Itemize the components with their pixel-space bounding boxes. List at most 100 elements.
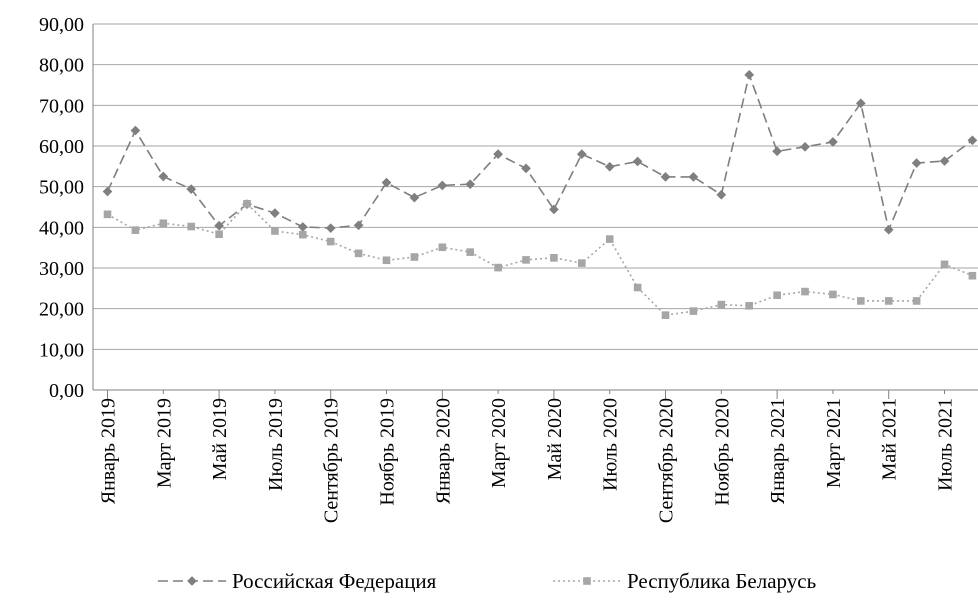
y-tick-label: 50,00 <box>39 177 84 199</box>
x-tick-label: Январь 2021 <box>767 398 789 504</box>
data-point <box>186 184 197 195</box>
data-point <box>688 171 699 182</box>
data-point <box>940 260 949 269</box>
data-point <box>632 156 643 167</box>
data-point <box>493 149 504 160</box>
x-tick-label: Май 2019 <box>209 398 231 480</box>
data-point <box>465 179 476 190</box>
y-tick-label: 40,00 <box>39 217 84 239</box>
data-point <box>297 221 308 232</box>
data-point <box>187 222 196 231</box>
data-point <box>717 300 726 309</box>
data-point <box>967 135 978 146</box>
data-point <box>911 158 922 169</box>
data-point <box>382 256 391 265</box>
data-point <box>884 297 893 305</box>
x-tick-label: Март 2019 <box>153 398 175 488</box>
data-point <box>548 204 559 215</box>
data-point <box>633 283 642 292</box>
x-tick-label: Январь 2020 <box>432 398 454 504</box>
data-point <box>576 149 587 160</box>
data-point <box>829 290 837 299</box>
data-point <box>215 230 223 239</box>
data-point <box>968 271 977 280</box>
x-tick-label: Ноябрь 2019 <box>377 398 399 506</box>
data-point <box>131 226 140 234</box>
y-tick-label: 90,00 <box>39 14 84 36</box>
legend-item-1: Российская Федерация <box>158 569 437 593</box>
data-point <box>102 186 113 197</box>
data-point <box>827 136 838 147</box>
data-point <box>354 249 363 258</box>
data-point <box>269 208 280 219</box>
y-tick-label: 0,00 <box>49 380 84 402</box>
legend-swatch-marker <box>187 576 197 586</box>
x-tick-label: Июль 2021 <box>935 398 957 491</box>
x-tick-label: Ноябрь 2020 <box>711 398 733 506</box>
x-tick-label: Июль 2019 <box>265 398 287 491</box>
data-point <box>410 253 419 261</box>
y-tick-label: 20,00 <box>39 299 84 321</box>
data-point <box>130 125 141 136</box>
data-point <box>745 302 754 310</box>
x-tick-label: Январь 2019 <box>98 398 120 504</box>
data-point <box>103 210 112 219</box>
data-point <box>158 171 169 182</box>
data-point <box>773 291 781 300</box>
series-layer <box>102 69 978 319</box>
y-tick-label: 70,00 <box>39 95 84 117</box>
x-tick-label: Май 2020 <box>544 398 566 480</box>
data-point <box>326 237 335 246</box>
data-point <box>689 307 698 315</box>
data-point <box>522 256 530 264</box>
data-point <box>744 69 755 80</box>
data-point <box>381 177 392 188</box>
data-point <box>772 146 783 157</box>
series-line <box>107 202 973 317</box>
legend-label: Республика Беларусь <box>627 569 816 593</box>
y-tick-label: 10,00 <box>39 339 84 361</box>
data-point <box>271 227 279 235</box>
x-tick-label: Март 2020 <box>488 398 510 488</box>
y-tick-label: 60,00 <box>39 136 84 158</box>
data-point <box>437 180 448 191</box>
data-point <box>801 287 809 296</box>
data-point <box>521 163 531 174</box>
data-point <box>716 189 727 200</box>
data-point <box>883 224 894 235</box>
data-point <box>857 297 865 305</box>
series-2 <box>103 199 977 319</box>
grid-lines <box>93 23 978 350</box>
data-point <box>409 192 420 203</box>
data-point <box>605 235 614 243</box>
legend-item-2: Республика Беларусь <box>553 569 816 593</box>
data-point <box>855 98 866 109</box>
x-tick-label: Май 2021 <box>879 398 901 480</box>
y-tick-label: 80,00 <box>39 55 84 77</box>
data-point <box>353 220 364 231</box>
x-axis-tick-labels: Январь 2019 Март 2019 Май 2019 Июль 2019 Сен… <box>98 390 957 523</box>
data-point <box>604 161 615 172</box>
data-point <box>214 220 225 231</box>
axes <box>92 24 978 391</box>
x-tick-label: Март 2021 <box>823 398 845 488</box>
data-point <box>299 230 307 239</box>
x-tick-label: Сентябрь 2020 <box>656 398 678 523</box>
data-point <box>939 156 950 167</box>
data-point <box>800 141 810 152</box>
legend-swatch-marker <box>583 577 591 585</box>
data-point <box>661 311 670 319</box>
data-point <box>550 254 558 262</box>
y-tick-label: 30,00 <box>39 258 84 280</box>
legend: Российская Федерация Республика Беларусь <box>158 569 816 593</box>
x-tick-label: Сентябрь 2019 <box>321 398 343 523</box>
series-1 <box>102 69 978 235</box>
data-point <box>494 263 502 272</box>
data-point <box>912 297 921 305</box>
data-point <box>578 259 586 267</box>
x-tick-label: Июль 2020 <box>600 398 622 491</box>
series-line <box>106 71 973 233</box>
data-point <box>243 199 251 208</box>
legend-label: Российская Федерация <box>232 569 437 593</box>
